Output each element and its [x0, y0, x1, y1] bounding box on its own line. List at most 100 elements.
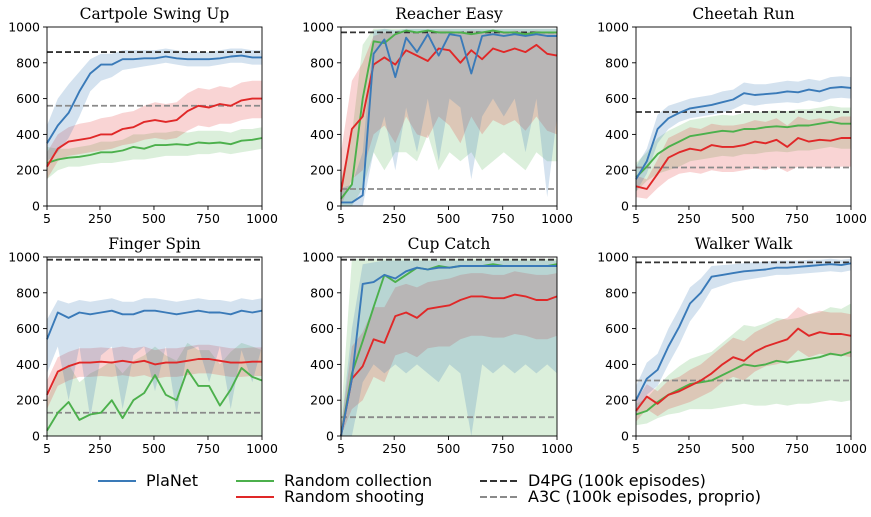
panel-title: Cartpole Swing Up — [80, 5, 230, 23]
x-tick-label: 1000 — [835, 441, 867, 456]
panel-cup-catch: 5 250 500 750 1000 0 200 400 600 800 1000 Cup Catch — [302, 235, 573, 456]
y-tick-label: 400 — [16, 357, 40, 372]
collection-line — [46, 367, 263, 432]
x-tick-label: 750 — [196, 441, 220, 456]
y-tick-label: 400 — [16, 127, 40, 142]
x-tick-label: 750 — [491, 441, 515, 456]
legend-label: D4PG (100k episodes) — [528, 471, 706, 490]
y-tick-label: 0 — [32, 199, 40, 214]
collection-line — [635, 120, 851, 179]
y-tick-label: 1000 — [302, 20, 334, 35]
x-tick-label: 250 — [382, 211, 406, 226]
panel-title: Walker Walk — [695, 235, 793, 253]
planet-band — [341, 260, 557, 436]
axes-frame — [46, 26, 263, 207]
panel-walker-walk: 5 250 500 750 1000 0 200 400 600 800 1000 Walker Wa… — [597, 235, 867, 456]
axes-frame — [340, 256, 558, 437]
y-tick-label: 0 — [621, 429, 629, 444]
collection-band — [47, 127, 262, 180]
panel-cheetah-run: 5 250 500 750 1000 0 200 400 600 800 1000 Cheetah R… — [597, 5, 867, 226]
collection-line — [340, 29, 557, 200]
x-tick-label: 1000 — [541, 441, 573, 456]
planet-band — [47, 298, 262, 419]
x-tick-label: 250 — [382, 441, 406, 456]
x-tick-label: 500 — [731, 441, 755, 456]
y-tick-label: 800 — [605, 285, 629, 300]
y-tick-label: 800 — [605, 55, 629, 70]
x-tick-label: 750 — [196, 211, 220, 226]
legend-label: A3C (100k episodes, proprio) — [528, 487, 761, 506]
shooting-line — [340, 293, 558, 437]
planet-band — [636, 76, 851, 192]
y-tick-label: 0 — [32, 429, 40, 444]
panel-title: Cheetah Run — [692, 5, 794, 23]
legend-label: PlaNet — [146, 471, 198, 490]
planet-line — [635, 262, 852, 401]
planet-line — [340, 265, 557, 437]
x-tick-label: 5 — [632, 441, 640, 456]
y-tick-label: 0 — [326, 429, 334, 444]
shooting-line — [46, 358, 262, 396]
y-tick-label: 600 — [310, 91, 334, 106]
x-tick-label: 500 — [731, 211, 755, 226]
planet-line — [46, 54, 262, 144]
x-tick-label: 250 — [677, 441, 701, 456]
axes-frame — [635, 26, 852, 207]
x-tick-label: 750 — [785, 441, 809, 456]
legend-item-planet: PlaNet — [98, 471, 198, 490]
collection-band — [636, 105, 851, 192]
y-tick-label: 400 — [605, 127, 629, 142]
x-tick-label: 1000 — [246, 211, 278, 226]
x-tick-label: 500 — [437, 441, 461, 456]
x-tick-label: 1000 — [246, 441, 278, 456]
x-tick-label: 5 — [337, 441, 345, 456]
y-tick-label: 1000 — [302, 250, 334, 265]
y-tick-label: 600 — [16, 91, 40, 106]
x-tick-label: 500 — [142, 211, 166, 226]
y-tick-label: 1000 — [597, 20, 629, 35]
legend-item-collection: Random collection — [236, 471, 432, 490]
shooting-line — [46, 97, 262, 168]
legend-item-shooting: Random shooting — [236, 487, 424, 506]
x-tick-label: 750 — [785, 211, 809, 226]
y-tick-label: 200 — [16, 393, 40, 408]
y-tick-label: 400 — [310, 127, 334, 142]
shooting-line — [340, 43, 558, 192]
x-tick-label: 500 — [437, 211, 461, 226]
collection-line — [46, 137, 263, 164]
x-tick-label: 1000 — [541, 211, 573, 226]
shooting-band — [47, 80, 262, 180]
y-tick-label: 600 — [16, 321, 40, 336]
planet-line — [341, 33, 557, 204]
legend-label: Random collection — [284, 471, 432, 490]
y-tick-label: 800 — [310, 285, 334, 300]
y-tick-label: 800 — [310, 55, 334, 70]
x-tick-label: 250 — [88, 441, 112, 456]
y-tick-label: 0 — [621, 199, 629, 214]
y-tick-label: 200 — [16, 163, 40, 178]
x-tick-label: 1000 — [835, 211, 867, 226]
axes-frame — [635, 256, 852, 437]
y-tick-label: 600 — [605, 91, 629, 106]
panel-finger-spin: 5 250 500 750 1000 0 200 400 600 800 1000 Finger Sp… — [8, 235, 278, 456]
shooting-band — [341, 271, 557, 436]
axes-frame — [340, 26, 558, 207]
x-tick-label: 250 — [88, 211, 112, 226]
y-tick-label: 200 — [605, 393, 629, 408]
planet-line — [46, 309, 263, 340]
y-tick-label: 200 — [310, 163, 334, 178]
collection-band — [341, 258, 557, 436]
y-tick-label: 200 — [310, 393, 334, 408]
legend-label: Random shooting — [284, 487, 424, 506]
planet-band — [47, 48, 262, 162]
panel-title: Reacher Easy — [395, 5, 503, 23]
x-tick-label: 5 — [337, 211, 345, 226]
panel-reacher-easy: 5 250 500 750 1000 0 200 400 600 800 1000 Reacher E… — [302, 5, 573, 226]
shooting-line — [635, 327, 852, 412]
y-tick-label: 400 — [605, 357, 629, 372]
planet-band — [636, 258, 851, 415]
y-tick-label: 1000 — [597, 250, 629, 265]
panel-title: Finger Spin — [108, 235, 201, 253]
y-tick-label: 800 — [16, 285, 40, 300]
